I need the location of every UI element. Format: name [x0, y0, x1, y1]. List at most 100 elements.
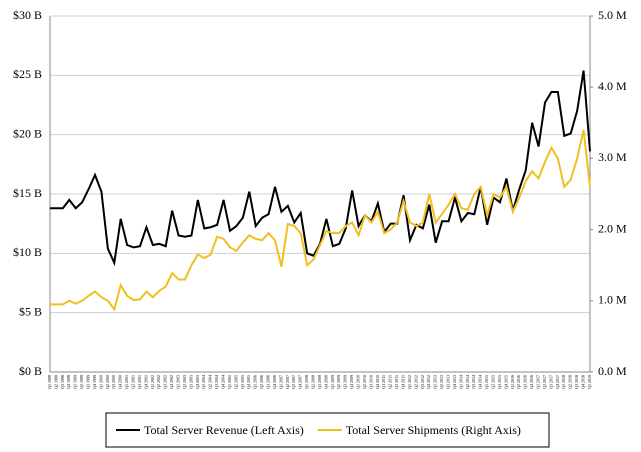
x-tick-label: Q2 2005	[233, 375, 238, 389]
y-tick-label: $5 B	[19, 304, 42, 318]
x-tick-label: Q1 2007	[278, 375, 283, 389]
y2-tick-label: 4.0 M	[598, 79, 627, 93]
x-tick-label: Q4 2002	[169, 375, 174, 389]
legend: Total Server Revenue (Left Axis) Total Se…	[105, 412, 550, 448]
legend-label: Total Server Revenue (Left Axis)	[144, 423, 304, 437]
x-tick-label: Q4 2015	[503, 375, 508, 389]
x-tick-label: Q2 2001	[130, 375, 135, 389]
x-tick-label: Q4 2003	[195, 375, 200, 389]
x-tick-label: Q3 2013	[445, 375, 450, 389]
x-tick-label: Q3 2012	[420, 375, 425, 389]
x-tick-label: Q2 2000	[105, 375, 110, 389]
x-tick-label: Q2 2007	[285, 375, 290, 389]
x-tick-label: Q4 2008	[323, 375, 328, 389]
x-tick-label: Q4 2011	[400, 375, 405, 389]
x-tick-label: Q3 2008	[317, 375, 322, 389]
x-tick-label: Q3 2006	[265, 375, 270, 389]
x-tick-label: Q3 2007	[291, 375, 296, 389]
y2-tick-label: 0.0 M	[598, 364, 627, 378]
x-tick-label: Q3 2015	[497, 375, 502, 389]
x-tick-label: Q1 2019	[587, 375, 592, 389]
x-tick-label: Q1 2001	[124, 375, 129, 389]
y-tick-label: $20 B	[13, 126, 42, 140]
x-tick-label: Q3 2002	[163, 375, 168, 389]
x-tick-label: Q1 2017	[535, 375, 540, 389]
x-tick-label: Q1 1999	[73, 375, 78, 389]
series-line	[50, 129, 591, 312]
x-tick-label: Q2 2009	[336, 375, 341, 389]
y2-tick-label: 1.0 M	[598, 293, 627, 307]
x-tick-label: Q1 1998	[47, 375, 52, 389]
x-tick-label: Q2 2006	[259, 375, 264, 389]
x-tick-label: Q4 2016	[529, 375, 534, 389]
x-tick-label: Q1 2005	[227, 375, 232, 389]
x-tick-label: Q3 1999	[85, 375, 90, 389]
x-tick-label: Q2 2003	[182, 375, 187, 389]
y-tick-label: $10 B	[13, 245, 42, 259]
x-tick-label: Q2 1999	[79, 375, 84, 389]
x-tick-label: Q1 2010	[355, 375, 360, 389]
x-tick-label: Q1 2011	[381, 375, 386, 389]
x-tick-label: Q2 2002	[156, 375, 161, 389]
x-tick-label: Q3 2014	[471, 375, 476, 389]
y-tick-label: $0 B	[19, 364, 42, 378]
x-tick-label: Q4 2007	[298, 375, 303, 389]
x-tick-label: Q2 2008	[310, 375, 315, 389]
legend-label: Total Server Shipments (Right Axis)	[346, 423, 521, 437]
x-tick-label: Q3 2004	[214, 375, 219, 389]
x-tick-label: Q4 2000	[118, 375, 123, 389]
x-tick-label: Q1 2015	[484, 375, 489, 389]
x-tick-label: Q4 2013	[452, 375, 457, 389]
x-tick-label: Q3 2017	[548, 375, 553, 389]
x-tick-label: Q2 2017	[542, 375, 547, 389]
y2-tick-label: 2.0 M	[598, 221, 627, 235]
x-tick-label: Q2 2018	[568, 375, 573, 389]
x-tick-label: Q3 1998	[60, 375, 65, 389]
series-line	[50, 70, 591, 267]
x-tick-label: Q1 2002	[150, 375, 155, 389]
x-tick-label: Q3 2009	[343, 375, 348, 389]
x-tick-label: Q1 2008	[304, 375, 309, 389]
x-tick-label: Q4 2018	[580, 375, 585, 389]
x-tick-label: Q2 2012	[413, 375, 418, 389]
x-tick-label: Q3 2005	[240, 375, 245, 389]
x-tick-label: Q4 2005	[246, 375, 251, 389]
x-tick-label: Q3 2000	[111, 375, 116, 389]
x-tick-label: Q4 2001	[143, 375, 148, 389]
x-tick-label: Q3 2003	[188, 375, 193, 389]
x-tick-label: Q2 2013	[439, 375, 444, 389]
x-tick-label: Q4 2009	[349, 375, 354, 389]
x-tick-label: Q2 2004	[208, 375, 213, 389]
x-tick-label: Q2 1998	[53, 375, 58, 389]
x-tick-label: Q1 2012	[407, 375, 412, 389]
x-tick-label: Q1 2003	[175, 375, 180, 389]
x-tick-label: Q4 2012	[426, 375, 431, 389]
x-tick-label: Q4 1998	[66, 375, 71, 389]
x-tick-label: Q4 2004	[220, 375, 225, 389]
x-tick-label: Q4 2017	[555, 375, 560, 389]
x-tick-label: Q3 2001	[137, 375, 142, 389]
x-tick-label: Q2 2010	[362, 375, 367, 389]
x-tick-label: Q4 2010	[375, 375, 380, 389]
y-tick-label: $30 B	[13, 8, 42, 22]
x-tick-label: Q3 2011	[394, 375, 399, 389]
x-tick-label: Q3 2018	[574, 375, 579, 389]
x-tick-label: Q1 2000	[98, 375, 103, 389]
x-tick-label: Q1 2016	[510, 375, 515, 389]
y2-tick-label: 5.0 M	[598, 8, 627, 22]
x-tick-label: Q1 2004	[201, 375, 206, 389]
x-tick-label: Q2 2016	[516, 375, 521, 389]
x-tick-label: Q1 2009	[330, 375, 335, 389]
x-tick-label: Q4 2006	[272, 375, 277, 389]
y2-tick-label: 3.0 M	[598, 150, 627, 164]
x-tick-label: Q1 2014	[458, 375, 463, 389]
y-tick-label: $25 B	[13, 67, 42, 81]
y-tick-label: $15 B	[13, 186, 42, 200]
x-tick-label: Q1 2006	[253, 375, 258, 389]
x-tick-label: Q4 1999	[92, 375, 97, 389]
x-tick-label: Q2 2011	[388, 375, 393, 389]
x-tick-label: Q4 2014	[478, 375, 483, 389]
x-tick-label: Q1 2018	[561, 375, 566, 389]
x-tick-label: Q2 2014	[465, 375, 470, 389]
